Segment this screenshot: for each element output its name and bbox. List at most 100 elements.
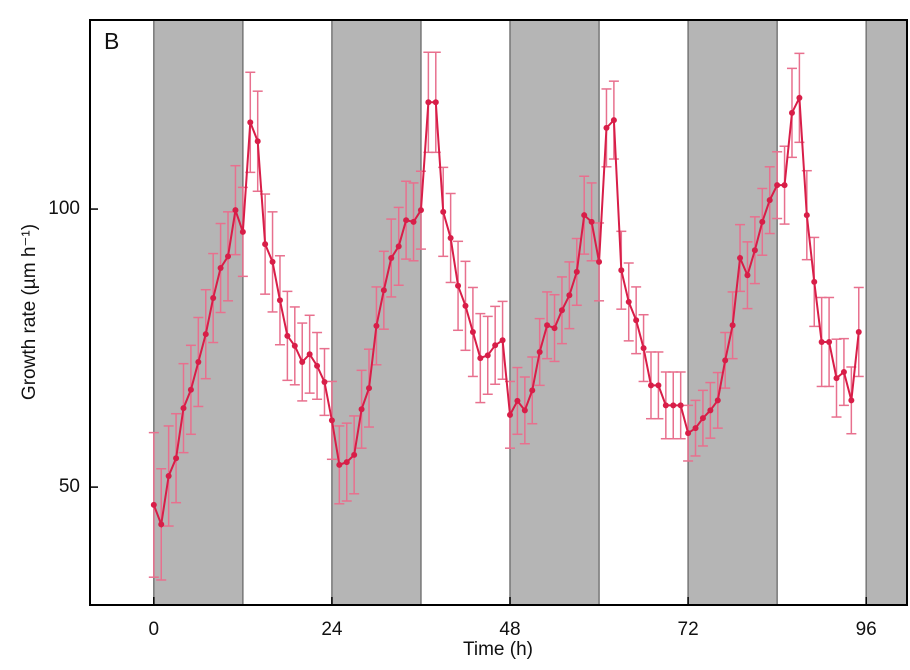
data-point [440,208,447,215]
data-point [299,358,306,365]
data-point [558,307,565,314]
data-point [714,397,721,404]
data-point [759,218,766,225]
data-point [796,94,803,101]
plot-layer [148,51,864,581]
data-point [425,99,432,106]
data-point [833,375,840,382]
data-point [284,332,291,339]
y-tick-label: 50 [59,476,80,497]
data-point [247,119,254,126]
data-point [581,212,588,219]
data-point [603,124,610,131]
data-point [566,292,573,299]
data-point [276,297,283,304]
data-point [596,258,603,265]
data-point [544,322,551,329]
x-tick-label: 72 [678,619,699,640]
data-point [692,425,699,432]
panel-label: B [104,28,119,54]
dark-period [865,19,908,606]
data-point [262,241,269,248]
data-point [655,382,662,389]
data-point [477,355,484,362]
data-point [803,212,810,219]
data-point [173,455,180,462]
data-point [410,218,417,225]
data-point [588,218,595,225]
data-point [269,258,276,265]
data-point [321,379,328,386]
data-point [239,228,246,235]
data-point [618,267,625,274]
data-point [633,317,640,324]
data-point [685,430,692,437]
data-point [521,407,528,414]
data-point [202,331,209,338]
data-point [677,402,684,409]
data-point [306,351,313,358]
data-point [195,358,202,365]
data-point [217,265,224,272]
data-point [462,302,469,309]
data-point [855,328,862,335]
data-point [180,405,187,412]
data-point [536,348,543,355]
dark-period [153,19,244,606]
data-point [699,415,706,422]
y-tick-label: 100 [48,198,80,219]
data-point [447,234,454,241]
data-point [314,362,321,369]
data-point [165,472,172,479]
plot-frame [89,19,908,606]
x-tick-label: 96 [856,619,877,640]
data-point [818,338,825,345]
data-point [432,99,439,106]
data-point [187,386,194,393]
data-point [737,255,744,262]
data-point [670,402,677,409]
data-point [529,387,536,394]
data-point [514,397,521,404]
data-point [744,272,751,279]
data-point [150,501,157,508]
data-point [848,397,855,404]
data-point [291,342,298,349]
data-point [662,402,669,409]
data-point [388,255,395,262]
data-point [380,287,387,294]
data-point [551,325,558,332]
data-point [328,417,335,424]
data-point [358,406,365,413]
data-point [254,138,261,145]
data-point [232,207,239,214]
data-point [625,298,632,305]
data-point [781,182,788,189]
data-point [343,459,350,466]
x-tick-label: 24 [321,619,343,640]
data-point [826,338,833,345]
data-point [417,207,424,214]
data-point [484,352,491,359]
growth-line [152,94,860,529]
data-point [840,369,847,376]
data-point [507,411,514,418]
data-point [455,282,462,289]
data-point [729,322,736,329]
data-point [373,322,380,329]
data-point [647,382,654,389]
data-point [722,357,729,364]
x-tick-label: 0 [149,619,160,640]
data-point [751,247,758,254]
data-point [351,451,358,458]
data-point [788,109,795,116]
data-point [395,243,402,250]
data-point [640,345,647,352]
data-point [210,295,217,302]
data-point [774,182,781,189]
data-point [811,278,818,285]
data-point [499,337,506,344]
data-point [573,268,580,275]
data-point [492,342,499,349]
